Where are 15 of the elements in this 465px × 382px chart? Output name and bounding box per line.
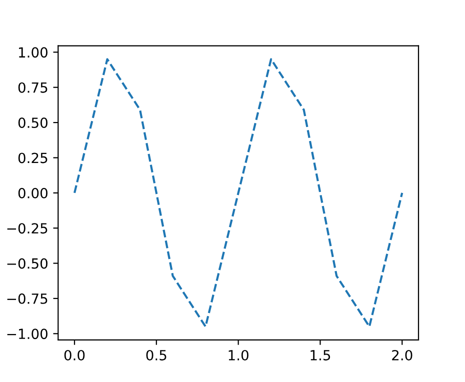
x-tick-label: 0.0 (64, 350, 85, 360)
y-tick-label: 1.00 (19, 47, 48, 58)
y-tick-label: 0.25 (18, 152, 48, 164)
x-tick-label: 2.0 (392, 350, 412, 360)
x-tick-label: 1.0 (228, 350, 248, 360)
line-series (73, 58, 404, 328)
y-tick-label: −1.00 (7, 328, 48, 340)
y-tick-label: 0.75 (18, 82, 48, 93)
x-tick-label: 1.5 (310, 350, 330, 360)
y-tick-label: 0.00 (18, 188, 48, 198)
y-tick-label: 0.50 (18, 118, 48, 128)
x-tick-label: 0.5 (146, 350, 166, 360)
y-tick-label: −0.75 (7, 293, 48, 304)
y-tick-label: −0.25 (7, 223, 48, 234)
y-tick-label: −0.50 (7, 258, 48, 269)
